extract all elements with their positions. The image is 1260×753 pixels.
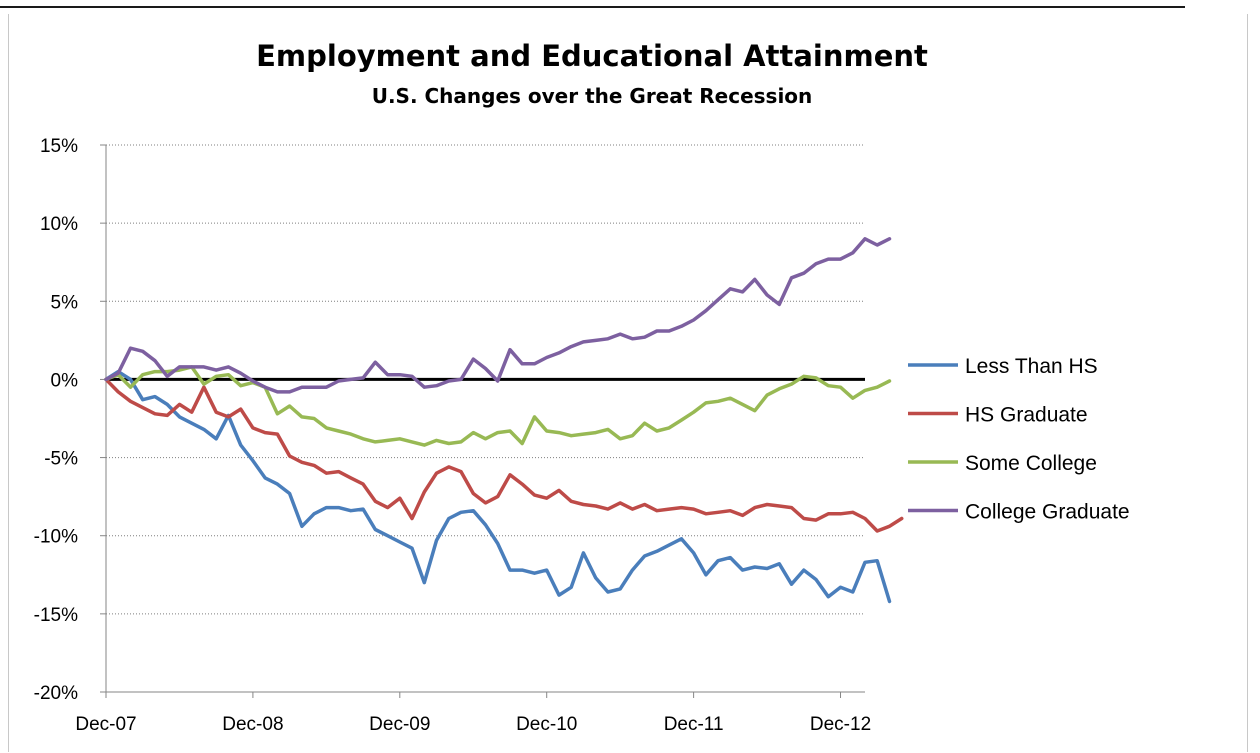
series-line-college-graduate <box>104 237 892 394</box>
y-axis-tick-labels: 15% 10% 5% 0% -5% -10% -15% -20% <box>34 136 78 704</box>
series-lines <box>104 237 904 604</box>
chart-title: Employment and Educational Attainment <box>256 39 928 73</box>
y-tick-label: -20% <box>34 683 78 704</box>
series-line-some-college <box>104 365 892 447</box>
chart-frame <box>8 14 1248 752</box>
x-axis-tick-labels: Dec-07 Dec-08 Dec-09 Dec-10 Dec-11 Dec-12 <box>75 714 871 735</box>
y-tick-label: -10% <box>34 527 78 548</box>
x-tick-label: Dec-11 <box>664 714 724 735</box>
legend-label: Less Than HS <box>965 355 1098 378</box>
axes <box>100 144 865 698</box>
y-tick-label: 15% <box>40 136 78 157</box>
chart-subtitle: U.S. Changes over the Great Recession <box>372 84 813 108</box>
y-tick-label: 0% <box>51 370 79 391</box>
x-tick-label: Dec-10 <box>516 714 577 735</box>
series-line-hs-graduate <box>104 377 904 533</box>
gridlines <box>106 144 865 615</box>
legend-label: Some College <box>965 452 1097 475</box>
series-line-less-than-hs <box>104 369 892 604</box>
x-tick-label: Dec-08 <box>222 714 283 735</box>
y-tick-label: 10% <box>40 214 78 235</box>
x-tick-label: Dec-07 <box>75 714 136 735</box>
x-tick-label: Dec-09 <box>369 714 430 735</box>
y-tick-label: -5% <box>44 449 78 470</box>
top-rule <box>0 6 1185 8</box>
x-tick-label: Dec-12 <box>810 714 871 735</box>
legend-label: HS Graduate <box>965 404 1088 427</box>
y-tick-label: 5% <box>51 292 79 313</box>
legend-label: College Graduate <box>965 501 1130 524</box>
legend: Less Than HS HS Graduate Some College Colle… <box>908 355 1130 524</box>
y-tick-label: -15% <box>34 605 78 626</box>
